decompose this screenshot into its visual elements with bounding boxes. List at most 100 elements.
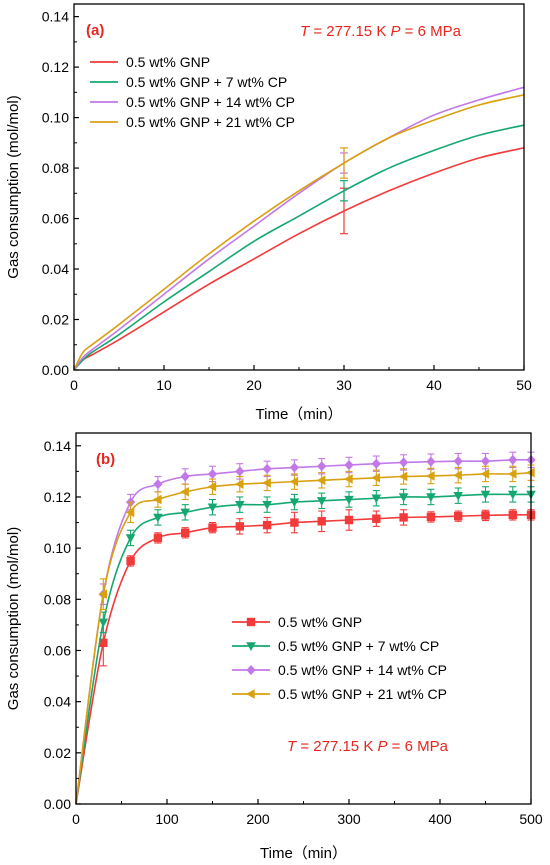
data-point [507,469,517,479]
data-point [262,478,271,488]
data-point [180,471,190,482]
data-point [371,494,382,504]
legend-label: 0.5 wt% GNP + 14 wt% CP [126,94,295,110]
data-point [207,481,217,492]
y-tick-label: 0.00 [44,796,71,812]
data-point [126,556,135,566]
condition-value: = 6 MPa [388,738,449,755]
data-point [125,507,135,518]
data-point [234,479,244,489]
data-point [344,495,354,505]
legend-label: 0.5 wt% GNP [126,54,210,70]
panel-label: (b) [96,451,115,468]
series-line [73,147,525,371]
x-tick-label: 20 [246,377,262,393]
data-point [508,454,518,465]
y-tick-label: 0.00 [42,362,69,378]
x-tick-label: 100 [155,811,179,827]
series-2 [73,124,525,371]
data-point [372,514,381,523]
data-point [180,487,189,497]
data-point [153,533,163,543]
data-point [371,458,381,469]
data-point [180,508,190,518]
data-point [98,589,107,599]
legend-item: 0.5 wt% GNP + 21 wt% CP [232,686,447,702]
legend: 0.5 wt% GNP 0.5 wt% GNP + 7 wt% CP 0.5 wt%… [90,54,295,130]
data-point [399,513,408,522]
data-point [454,511,463,521]
data-point [508,490,518,500]
data-point [398,471,408,482]
legend-label: 0.5 wt% GNP + 21 wt% CP [278,686,447,702]
legend-label: 0.5 wt% GNP [278,614,362,630]
legend-item: 0.5 wt% GNP + 21 wt% CP [90,114,295,130]
data-point [426,512,436,522]
x-tick-label: 0 [70,377,78,393]
data-point [317,517,326,526]
condition-symbol: P [391,23,401,40]
y-tick-label: 0.08 [44,591,71,607]
x-axis-title: Time（min） [260,845,347,862]
condition-symbol: P [378,738,388,755]
data-point [453,491,463,501]
data-point [262,463,272,474]
legend-marker [246,665,256,675]
legend-label: 0.5 wt% GNP + 7 wt% CP [278,638,439,654]
x-tick-label: 10 [156,377,172,393]
data-point [262,500,272,510]
y-axis-title: Gas consumption (mol/mol) [5,95,22,278]
data-point [316,497,327,506]
data-point [289,476,299,487]
data-point [289,498,300,508]
data-point [181,528,190,537]
x-tick-label: 30 [336,377,352,393]
data-point [426,493,436,502]
data-point [262,520,272,530]
x-tick-label: 300 [337,811,361,827]
condition-annotation: T = 277.15 K P = 6 MPa [300,23,462,40]
data-point [152,494,162,505]
y-tick-label: 0.08 [42,160,69,176]
legend-label: 0.5 wt% GNP + 21 wt% CP [126,114,295,130]
data-point [290,518,299,527]
data-point [480,456,491,467]
legend-label: 0.5 wt% GNP + 14 wt% CP [278,662,447,678]
data-point [480,469,490,479]
legend-item: 0.5 wt% GNP + 14 wt% CP [90,94,295,110]
series-1 [73,147,525,371]
data-point [426,456,436,467]
chart-panel-b: 0 100 200 300 400 500 0.00 0.02 0.04 0.06 0.08 0.10… [5,432,543,862]
data-point [526,467,535,478]
data-point [453,470,462,481]
data-point [235,466,245,477]
y-tick-label: 0.06 [44,642,71,658]
series-2 [75,486,536,805]
chart-panel-a: 0 10 20 30 40 50 0.00 0.02 0.04 0.06 0.08 0.10 0.12 0… [5,3,532,423]
series-line [75,514,532,805]
condition-annotation: T = 277.15 K P = 6 MPa [287,738,449,755]
condition-value: = 277.15 K [309,23,390,40]
data-point [344,474,353,484]
data-point [344,459,354,470]
data-point [235,500,245,510]
x-tick-label: 0 [72,811,80,827]
legend: 0.5 wt% GNP 0.5 wt% GNP + 7 wt% CP 0.5 wt%… [232,614,447,702]
y-tick-label: 0.10 [44,540,71,556]
series-4 [75,464,535,805]
x-tick-label: 500 [519,811,543,827]
x-tick-label: 400 [428,811,452,827]
y-tick-label: 0.10 [42,110,69,126]
y-tick-label: 0.06 [42,211,69,227]
y-tick-label: 0.02 [44,745,71,761]
data-point [344,515,354,525]
condition-value: = 6 MPa [401,23,462,40]
y-tick-label: 0.02 [42,312,69,328]
data-point [317,461,327,472]
data-point [316,475,326,486]
data-point [125,534,136,543]
data-point [399,457,409,468]
data-point [235,522,244,531]
data-point [508,510,517,520]
